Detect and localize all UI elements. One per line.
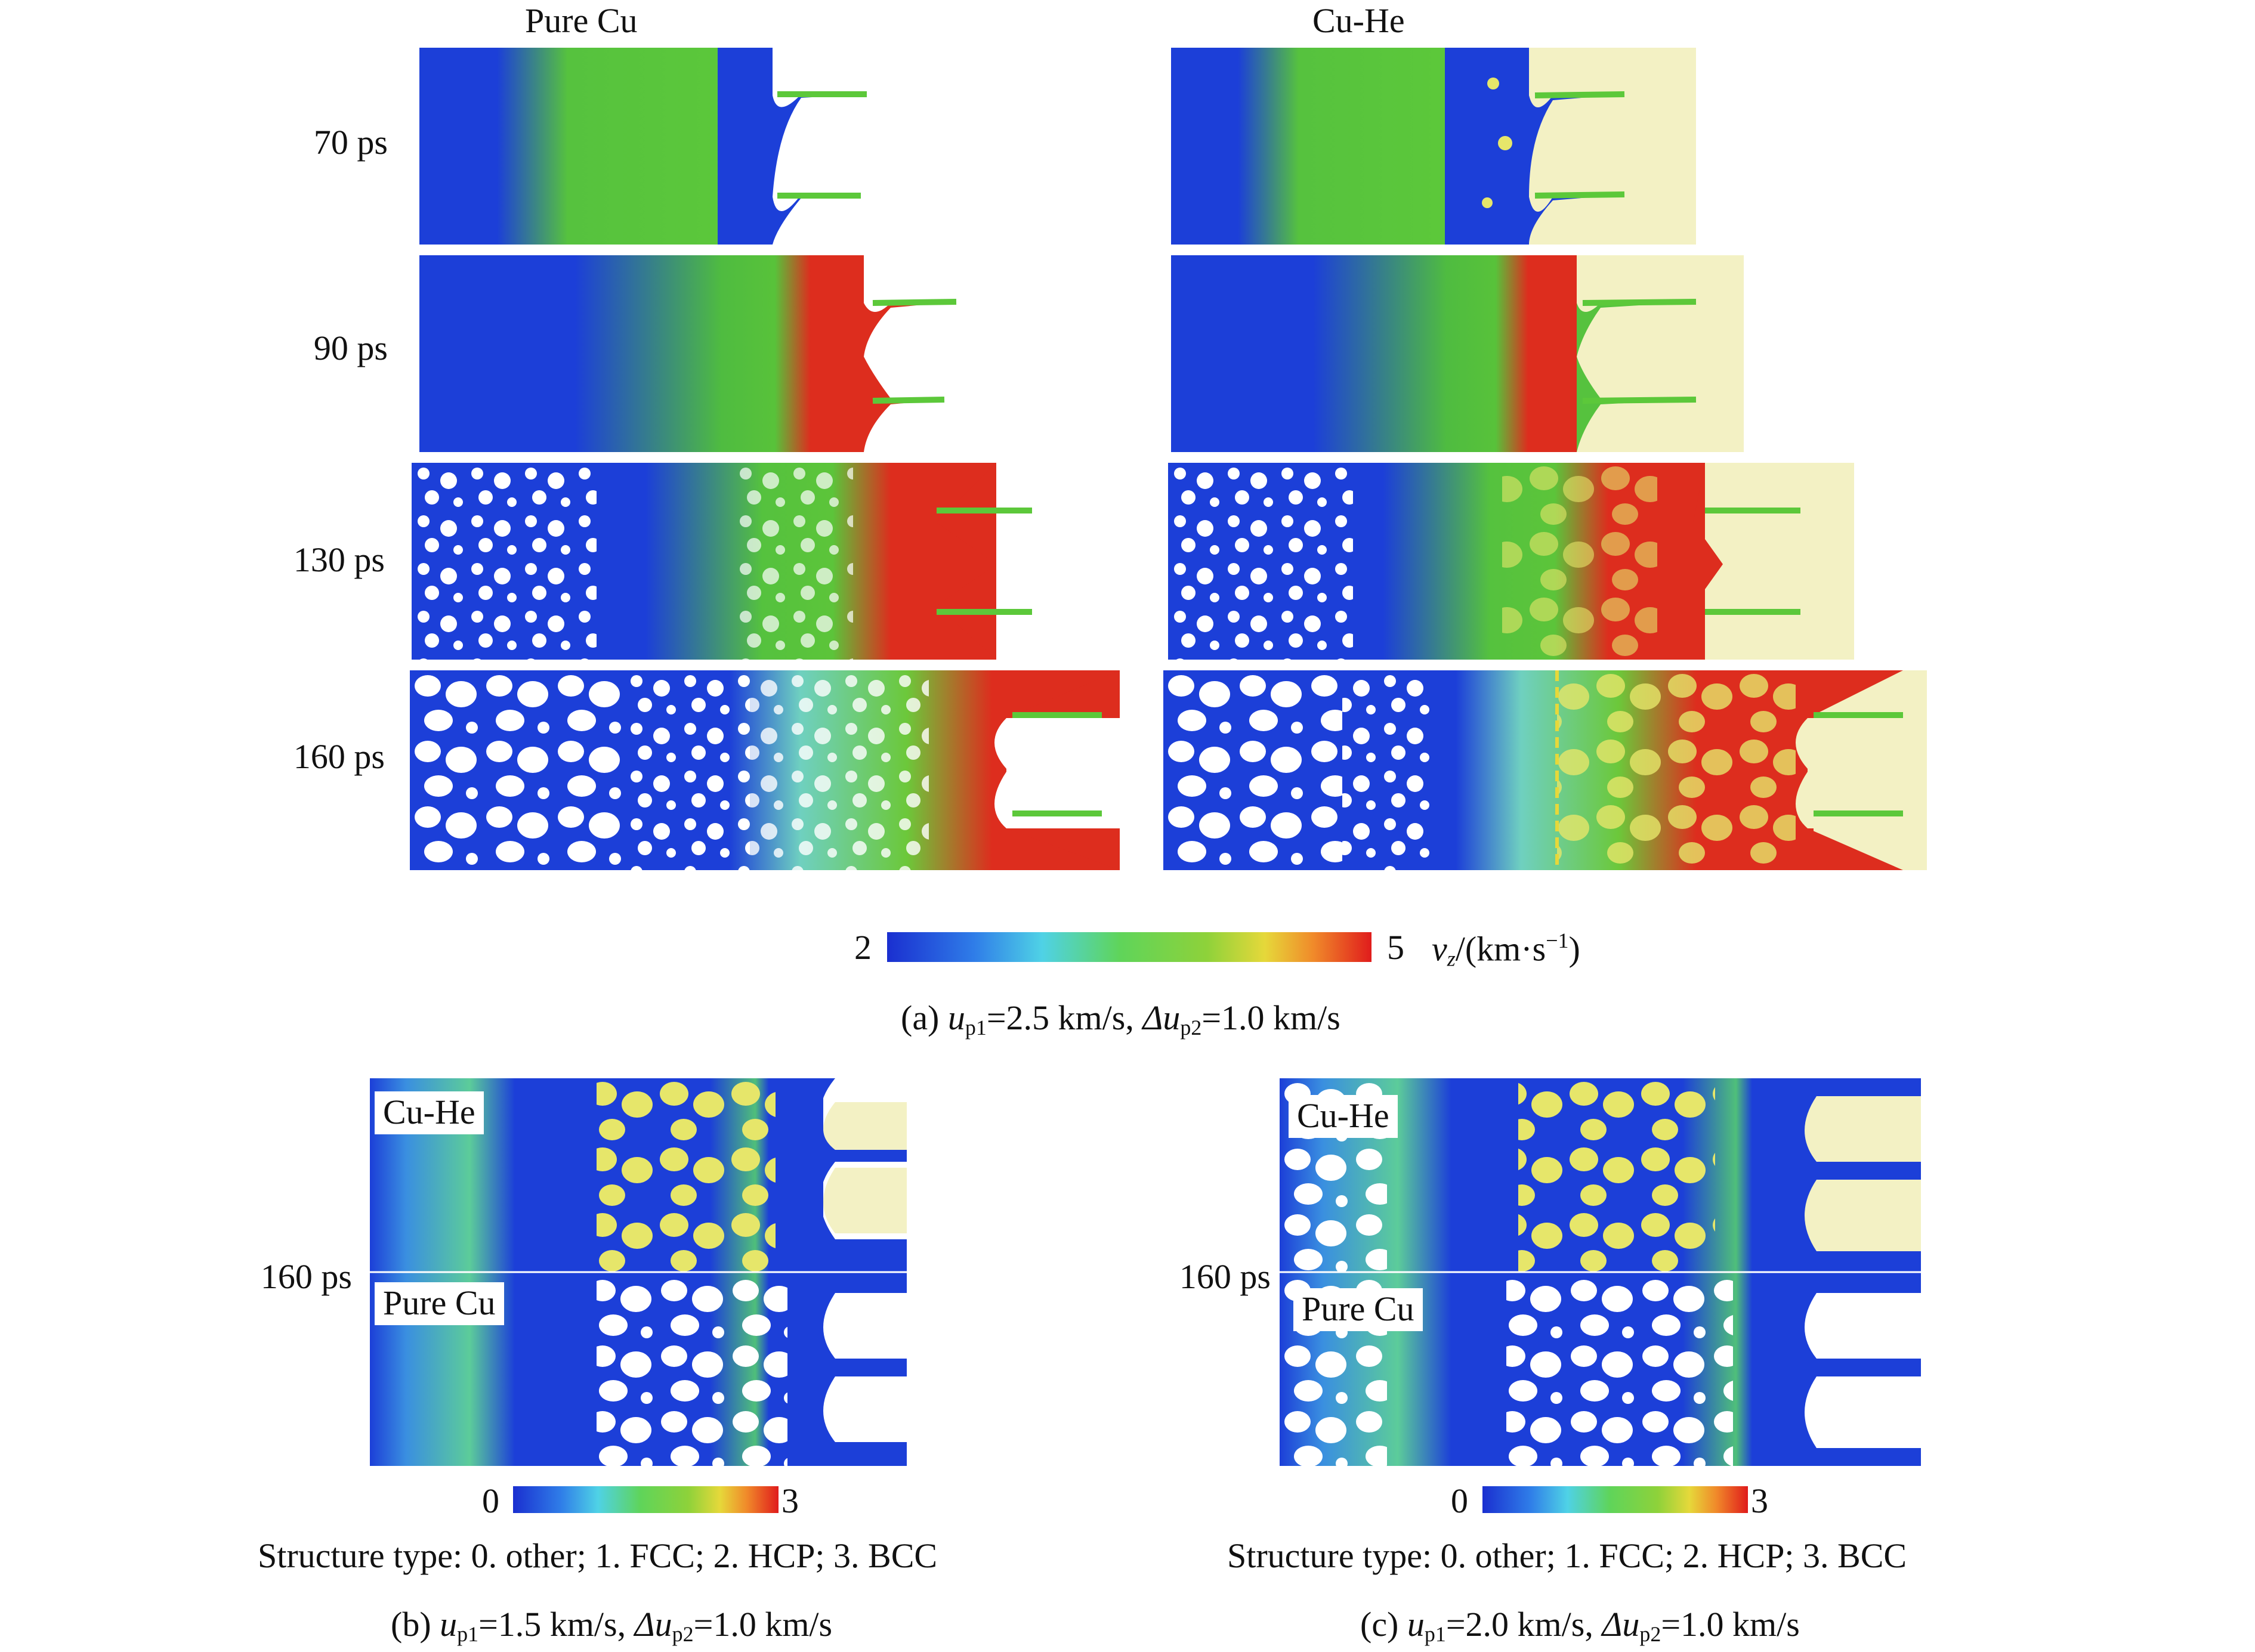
panel-pure-cu-70ps <box>419 48 873 245</box>
time-label-c: 160 ps <box>1179 1257 1271 1296</box>
column-header-cu-he: Cu-He <box>1312 1 1405 40</box>
time-label-90ps: 90 ps <box>313 329 388 367</box>
colorbar-a <box>887 932 1371 962</box>
panel-cu-he-160ps <box>1163 670 1927 870</box>
colorbar-c-min: 0 <box>1451 1481 1468 1520</box>
panel-cu-he-70ps <box>1171 48 1696 245</box>
colorbar-b <box>513 1486 779 1513</box>
panel-cu-he-130ps <box>1168 463 1854 660</box>
label-c-pure-cu: Pure Cu <box>1293 1288 1423 1331</box>
time-label-160ps: 160 ps <box>293 737 385 776</box>
panel-c-structure <box>1280 1078 1921 1466</box>
colorbar-c-max: 3 <box>1751 1481 1768 1520</box>
panel-cu-he-90ps <box>1171 255 1744 452</box>
panel-pure-cu-160ps <box>410 670 1126 870</box>
column-header-pure-cu: Pure Cu <box>525 1 638 40</box>
colorbar-a-max: 5 <box>1387 928 1404 967</box>
colorbar-c <box>1482 1486 1748 1513</box>
caption-c: (c) up1=2.0 km/s, Δup2=1.0 km/s <box>1360 1605 1800 1646</box>
time-label-b: 160 ps <box>260 1257 352 1296</box>
caption-b: (b) up1=1.5 km/s, Δup2=1.0 km/s <box>391 1605 833 1646</box>
time-label-70ps: 70 ps <box>313 123 388 162</box>
colorbar-a-quantity: vz/(km·s−1) <box>1432 929 1580 971</box>
structure-legend-c: Structure type: 0. other; 1. FCC; 2. HCP… <box>1227 1536 1907 1575</box>
caption-a: (a) up1=2.5 km/s, Δup2=1.0 km/s <box>901 998 1340 1040</box>
label-b-cu-he: Cu-He <box>375 1091 484 1134</box>
colorbar-b-max: 3 <box>781 1481 799 1520</box>
colorbar-a-min: 2 <box>854 928 872 967</box>
panel-b-structure <box>370 1078 907 1466</box>
time-label-130ps: 130 ps <box>293 540 385 579</box>
panel-pure-cu-130ps <box>412 463 1038 660</box>
panel-pure-cu-90ps <box>419 255 968 452</box>
structure-legend-b: Structure type: 0. other; 1. FCC; 2. HCP… <box>258 1536 938 1575</box>
label-b-pure-cu: Pure Cu <box>375 1282 504 1325</box>
colorbar-b-min: 0 <box>482 1481 499 1520</box>
label-c-cu-he: Cu-He <box>1289 1095 1398 1138</box>
